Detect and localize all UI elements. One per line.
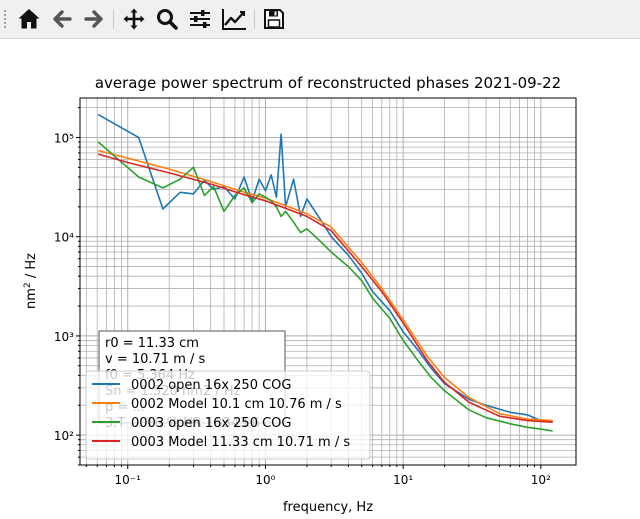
chart-title: average power spectrum of reconstructed … <box>95 74 561 92</box>
y-axis-label: nm2 / Hz <box>23 253 39 309</box>
zoom-button[interactable] <box>154 6 180 32</box>
navigation-toolbar <box>0 0 640 39</box>
legend: 0002 open 16x 250 COG 0002 Model 10.1 cm … <box>85 370 371 460</box>
x-tick-label: 10² <box>531 473 551 487</box>
edit-axes-button[interactable] <box>221 6 247 32</box>
magnifier-icon <box>157 9 178 30</box>
x-tick-label: 10⁻¹ <box>115 473 142 487</box>
y-axis-ticks: 10² 10³ 10⁴ 10⁵ <box>54 107 80 466</box>
x-axis-ticks: 10⁻¹ 10⁰ 10¹ 10² <box>85 465 551 487</box>
legend-label: 0002 Model 10.1 cm 10.76 m / s <box>131 397 342 412</box>
sliders-icon <box>190 10 210 28</box>
floppy-disk-icon <box>264 9 284 29</box>
forward-button[interactable] <box>81 6 107 32</box>
move-icon <box>123 8 145 30</box>
x-tick-label: 10⁰ <box>255 473 275 487</box>
line-chart-icon <box>222 9 246 30</box>
arrow-left-icon <box>53 10 72 28</box>
arrow-right-icon <box>84 10 103 28</box>
home-icon <box>18 9 40 29</box>
legend-label: 0003 open 16x 250 COG <box>131 416 292 431</box>
home-button[interactable] <box>16 6 42 32</box>
toolbar-separator <box>113 9 114 29</box>
info-box-line: r0 = 11.33 cm <box>105 336 199 351</box>
toolbar-grip[interactable] <box>3 9 7 29</box>
info-box-line: v = 10.71 m / s <box>105 352 206 367</box>
legend-label: 0002 open 16x 250 COG <box>131 378 292 393</box>
configure-subplots-button[interactable] <box>187 6 213 32</box>
series-line-4 <box>97 153 553 423</box>
y-tick-label: 10³ <box>54 330 74 344</box>
series-line-3 <box>97 141 553 432</box>
toolbar-separator <box>254 9 255 29</box>
save-button[interactable] <box>261 6 287 32</box>
legend-label: 0003 Model 11.33 cm 10.71 m / s <box>131 435 350 450</box>
back-button[interactable] <box>49 6 75 32</box>
y-tick-label: 10² <box>54 429 74 443</box>
plot-frame <box>79 97 577 466</box>
x-axis-label: frequency, Hz <box>283 500 373 515</box>
series-lines <box>97 113 553 432</box>
y-tick-label: 10⁵ <box>54 131 74 145</box>
pan-button[interactable] <box>121 6 147 32</box>
power-spectrum-chart[interactable]: average power spectrum of reconstructed … <box>0 38 640 519</box>
x-tick-label: 10¹ <box>393 473 413 487</box>
y-tick-label: 10⁴ <box>54 231 74 245</box>
